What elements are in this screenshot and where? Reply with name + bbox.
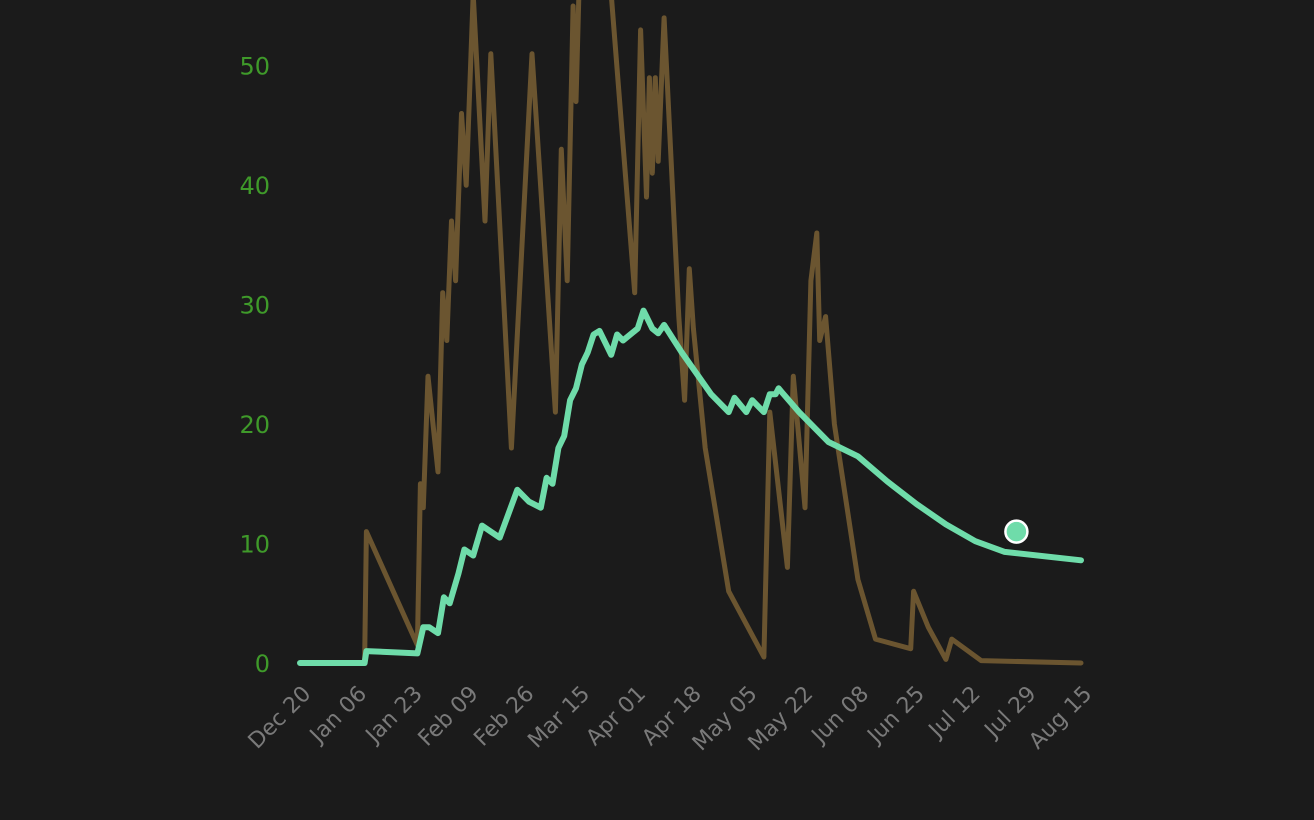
marker-layer [1004, 519, 1029, 544]
y-tick-label: 10 [239, 531, 270, 559]
y-tick-label: 0 [255, 650, 270, 678]
selected-point-marker[interactable] [1004, 519, 1029, 544]
y-tick-label: 30 [239, 292, 270, 320]
series-layer [297, 0, 1084, 666]
y-tick-label: 50 [239, 53, 270, 81]
y-tick-label: 20 [239, 411, 270, 439]
y-tick-label: 40 [239, 172, 270, 200]
daily-series-line [297, 0, 1084, 666]
smoothed-series-line [297, 307, 1084, 666]
y-axis: 0 10 20 30 40 50 [239, 53, 270, 678]
